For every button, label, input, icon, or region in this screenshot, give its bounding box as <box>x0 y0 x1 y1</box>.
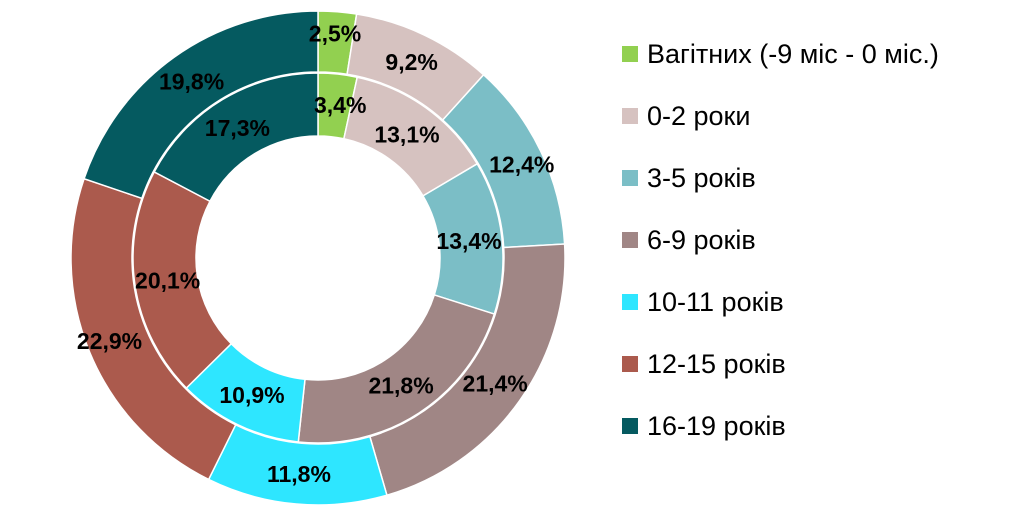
legend-item-4: 10-11 років <box>622 282 784 322</box>
legend-item-3: 6-9 років <box>622 220 756 260</box>
legend-label: 6-9 років <box>647 224 756 255</box>
outer-data-label-0: 2,5% <box>309 21 361 47</box>
outer-slice-6 <box>83 10 319 200</box>
legend-label: 10-11 років <box>647 286 784 317</box>
inner-data-label-2: 13,4% <box>436 228 501 254</box>
legend-swatch <box>622 356 638 372</box>
legend-item-2: 3-5 років <box>622 158 756 198</box>
legend-item-5: 12-15 років <box>622 344 786 384</box>
legend-item-1: 0-2 роки <box>622 96 750 136</box>
outer-data-label-4: 11,8% <box>267 461 331 487</box>
legend-item-6: 16-19 років <box>622 406 786 446</box>
outer-data-label-3: 21,4% <box>463 370 528 396</box>
outer-ring <box>70 10 566 506</box>
legend-swatch <box>622 108 638 124</box>
legend-swatch <box>622 294 638 310</box>
legend-label: 16-19 років <box>647 410 786 441</box>
legend-label: 3-5 років <box>647 162 756 193</box>
outer-data-label-1: 9,2% <box>385 49 437 75</box>
legend-label: Вагітних (-9 міс - 0 міс.) <box>647 38 939 69</box>
legend-swatch <box>622 418 638 434</box>
inner-slice-6 <box>153 72 319 203</box>
inner-data-label-5: 20,1% <box>135 267 200 293</box>
inner-data-label-3: 21,8% <box>368 372 433 398</box>
legend-swatch <box>622 46 638 62</box>
inner-ring <box>132 72 504 444</box>
inner-data-label-6: 17,3% <box>205 115 270 141</box>
inner-data-label-0: 3,4% <box>314 92 366 118</box>
inner-data-label-4: 10,9% <box>219 382 284 408</box>
legend-swatch <box>622 170 638 186</box>
double-donut-chart: 2,5% 9,2% 12,4% 21,4% 11,8% 22,9% 19,8% 3,4% 13,… <box>70 10 566 506</box>
legend-label: 0-2 роки <box>647 100 751 131</box>
legend-label: 12-15 років <box>647 348 786 379</box>
inner-data-label-1: 13,1% <box>374 122 439 148</box>
outer-data-label-6: 19,8% <box>159 69 224 95</box>
outer-data-label-2: 12,4% <box>489 151 554 177</box>
data-labels: 2,5% 9,2% 12,4% 21,4% 11,8% 22,9% 19,8% 3,4% 13,… <box>77 21 554 487</box>
legend-swatch <box>622 232 638 248</box>
outer-data-label-5: 22,9% <box>77 328 142 354</box>
legend-item-0: Вагітних (-9 міс - 0 міс.) <box>622 34 939 74</box>
